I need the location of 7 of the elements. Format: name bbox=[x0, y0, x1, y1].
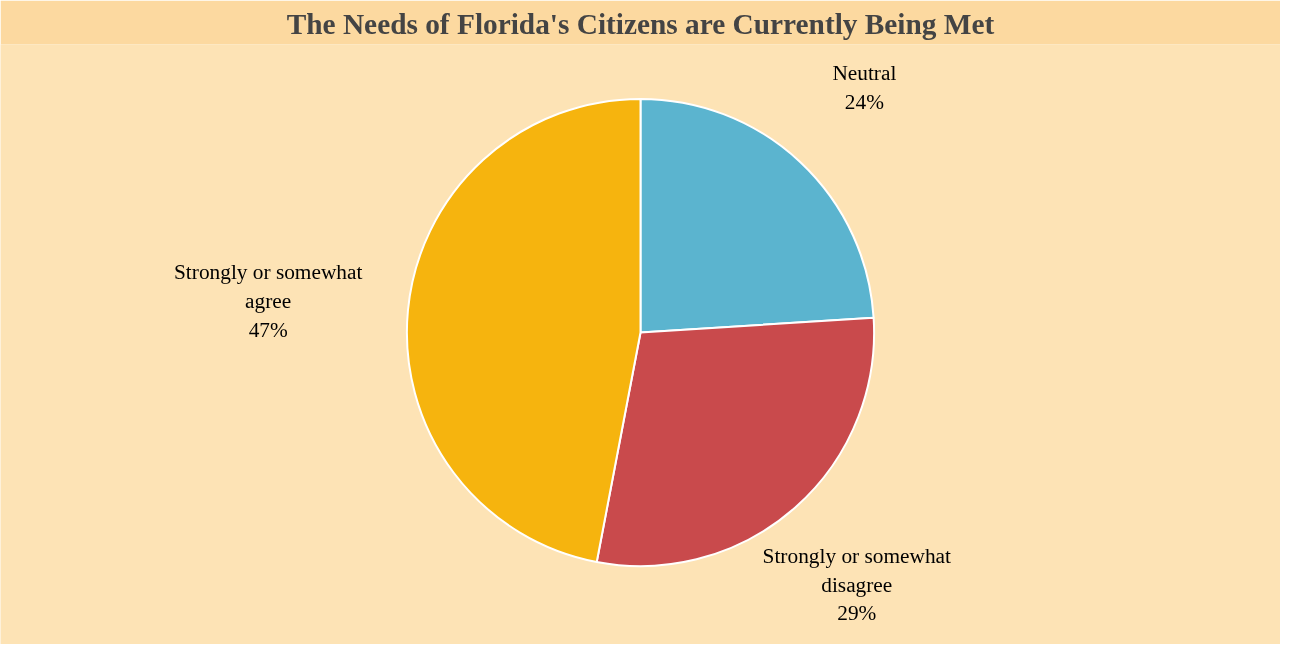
data-label: 47% bbox=[248, 317, 288, 342]
slice-label: Neutral bbox=[832, 61, 897, 86]
data-label: 24% bbox=[844, 89, 885, 114]
chart-title: The Needs of Florida's Citizens are Currently Being Met bbox=[286, 7, 995, 40]
slice-label: Strongly or somewhat disagree bbox=[762, 543, 952, 597]
slice-label: Strongly or somewhat agree bbox=[174, 260, 363, 313]
data-label: 29% bbox=[837, 601, 877, 626]
